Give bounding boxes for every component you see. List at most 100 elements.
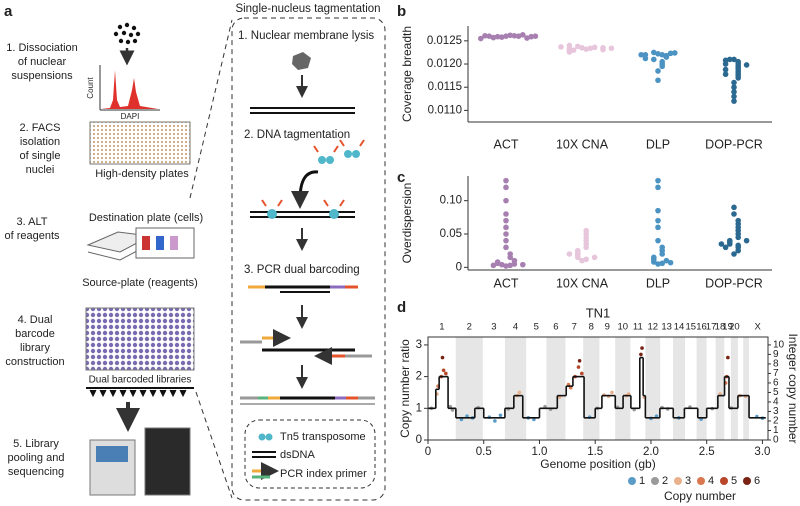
point — [579, 257, 585, 264]
point — [655, 51, 661, 57]
y2-tick-label: 10 — [773, 340, 785, 351]
tagmentation: Single-nucleus tagmentation 1. Nuclear m… — [231, 3, 386, 501]
y-axis-label: Overdispersion — [400, 183, 414, 264]
y2-tick-label: 3 — [773, 406, 779, 417]
x-tick-label: DLP — [646, 276, 670, 290]
y2-tick-label: 4 — [773, 397, 779, 408]
chrom-label: 2 — [467, 322, 472, 333]
plate-label: Dual barcoded libraries — [89, 375, 192, 386]
step-text: pooling and — [8, 452, 65, 464]
point — [493, 419, 497, 423]
y-tick-label: 0.0110 — [428, 104, 462, 116]
chrom-label: 8 — [589, 322, 594, 333]
nucleus — [292, 52, 311, 70]
point — [517, 390, 522, 395]
legend-dot — [628, 477, 636, 485]
step-text: 2. FACS — [20, 122, 61, 134]
panel-label: c — [397, 169, 405, 186]
point — [503, 244, 509, 251]
point — [575, 247, 581, 254]
step-text: 3. ALT — [17, 216, 48, 228]
arrow — [291, 170, 319, 209]
inset-well — [142, 236, 150, 250]
point — [583, 227, 589, 234]
point — [528, 33, 534, 40]
pool-arrows — [89, 389, 187, 398]
point — [482, 32, 488, 39]
point — [667, 259, 674, 266]
final-library — [240, 396, 375, 405]
step-text: library — [20, 342, 50, 354]
legend-label: 1 — [639, 475, 645, 487]
point — [735, 242, 741, 249]
point — [610, 390, 614, 395]
point — [503, 224, 509, 231]
chrom-label: 14 — [674, 322, 685, 333]
chrom-label: 18 — [715, 322, 726, 333]
legend-icon — [265, 433, 273, 441]
chrom-band — [546, 337, 566, 440]
step-text: 1. Nuclear membrane lysis — [238, 30, 374, 42]
point — [731, 251, 737, 257]
chrom-band — [615, 337, 631, 440]
y2-tick-label: 7 — [773, 368, 779, 379]
step-text: construction — [5, 356, 64, 368]
chrom-label: X — [754, 322, 761, 333]
y-tick-label: 1 — [416, 402, 422, 414]
point — [655, 184, 661, 191]
step-text: isolation — [20, 136, 60, 148]
step-text: barcode — [15, 328, 55, 340]
x-tick-label: 0.5 — [476, 446, 492, 458]
step-text: sequencing — [8, 466, 64, 478]
point — [503, 217, 509, 224]
x-tick-label: 0 — [425, 446, 431, 458]
chrom-band — [645, 337, 661, 440]
step-text: nuclei — [26, 164, 55, 176]
point — [583, 46, 589, 52]
legend-title: Copy number — [664, 489, 736, 503]
legend-text: dsDNA — [280, 449, 316, 461]
point — [441, 368, 446, 373]
point — [490, 34, 497, 41]
panel-label: a — [4, 3, 13, 20]
chrom-label: 13 — [661, 322, 672, 333]
point — [655, 261, 661, 267]
chrom-label: 17 — [706, 322, 717, 333]
point — [743, 237, 750, 244]
point — [659, 63, 665, 70]
point — [731, 84, 737, 91]
point — [503, 231, 509, 237]
point — [663, 54, 670, 60]
point — [639, 352, 643, 357]
point — [731, 56, 737, 63]
box-title: Single-nucleus tagmentation — [235, 3, 380, 15]
point — [503, 237, 509, 244]
point — [478, 35, 484, 42]
point — [486, 33, 493, 40]
chrom-band — [730, 337, 738, 440]
y2-tick-label: 2 — [773, 416, 779, 427]
point — [655, 224, 661, 231]
point — [507, 262, 513, 269]
point — [566, 42, 573, 49]
y-axis-label: Copy number ratio — [398, 339, 412, 438]
point — [651, 49, 657, 56]
point — [731, 98, 737, 104]
point — [494, 33, 501, 40]
chrom-band — [743, 337, 749, 440]
connector — [189, 19, 233, 199]
x-tick-label: 2.5 — [699, 446, 715, 458]
point — [577, 358, 582, 363]
point — [659, 51, 665, 58]
chrom-label: 6 — [553, 322, 558, 333]
y2-tick-label: 1 — [773, 425, 779, 436]
point — [731, 204, 737, 211]
point — [722, 61, 729, 67]
legend-icon — [258, 433, 266, 441]
point — [655, 77, 661, 84]
point — [520, 261, 526, 268]
point — [511, 257, 518, 264]
adapters — [261, 199, 345, 207]
chrom-label: 12 — [648, 322, 659, 333]
point — [722, 244, 729, 251]
